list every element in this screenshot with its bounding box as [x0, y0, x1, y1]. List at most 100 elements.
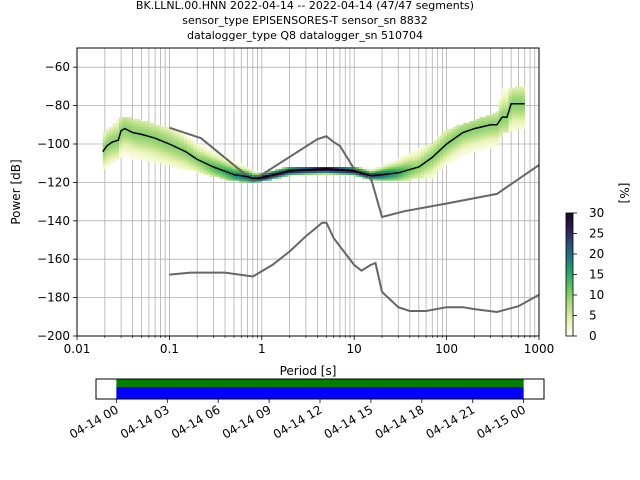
density-cell	[122, 130, 126, 133]
density-cell	[453, 147, 457, 150]
density-cell	[300, 167, 305, 170]
density-cell	[151, 147, 155, 150]
density-cell	[511, 113, 516, 116]
density-cell	[235, 178, 240, 181]
density-cell	[125, 119, 130, 122]
density-cell	[222, 174, 227, 177]
density-cell	[128, 122, 133, 125]
density-cell	[479, 144, 483, 147]
density-cell	[135, 147, 139, 150]
density-cell	[180, 167, 185, 170]
density-cell	[505, 105, 509, 108]
density-cell	[401, 155, 405, 158]
density-cell	[463, 147, 467, 150]
density-cell	[106, 153, 110, 156]
density-cell	[193, 142, 198, 145]
density-cell	[141, 145, 146, 149]
density-cell	[476, 144, 480, 147]
density-cell	[109, 161, 113, 164]
density-cell	[368, 170, 373, 173]
density-cell	[518, 122, 522, 125]
density-cell	[148, 149, 152, 152]
density-cell	[391, 165, 396, 168]
density-cell	[417, 168, 422, 172]
density-cell	[511, 115, 516, 118]
density-cell	[154, 140, 159, 143]
density-cell	[115, 128, 120, 131]
density-cell	[430, 145, 435, 149]
density-cell	[414, 170, 418, 173]
density-cell	[138, 126, 143, 129]
density-cell	[411, 172, 415, 175]
density-cell	[106, 128, 110, 131]
density-cell	[388, 170, 392, 173]
density-cell	[521, 97, 525, 101]
density-cell	[164, 157, 168, 160]
density-cell	[193, 168, 198, 172]
density-cell	[430, 170, 435, 173]
density-cell	[485, 122, 490, 125]
density-cell	[514, 126, 519, 129]
density-cell	[271, 172, 276, 175]
density-cell	[375, 176, 379, 179]
density-cell	[501, 97, 506, 101]
density-cell	[446, 149, 451, 152]
density-cell	[488, 122, 493, 125]
density-cell	[164, 153, 168, 156]
density-cell	[472, 124, 477, 127]
density-cell	[164, 134, 168, 137]
density-cell	[122, 124, 126, 127]
density-cell	[268, 178, 272, 181]
density-cell	[252, 180, 256, 183]
density-cell	[485, 138, 490, 141]
density-cell	[106, 134, 110, 137]
density-cell	[187, 149, 191, 152]
density-cell	[368, 168, 373, 172]
density-cell	[232, 178, 237, 181]
coverage-tick-label: 04-14 09	[220, 402, 274, 441]
density-cell	[167, 140, 172, 143]
density-cell	[245, 172, 250, 175]
density-cell	[401, 174, 405, 177]
density-cell	[450, 136, 454, 139]
density-cell	[411, 163, 415, 166]
density-cell	[433, 155, 438, 158]
density-cell	[151, 142, 155, 145]
density-cell	[281, 174, 285, 177]
density-cell	[492, 136, 496, 139]
density-cell	[248, 174, 253, 177]
density-cell	[109, 136, 113, 139]
density-cell	[339, 167, 344, 170]
density-cell	[167, 161, 172, 164]
density-cell	[278, 168, 282, 172]
density-cell	[183, 163, 188, 166]
density-cell	[521, 92, 525, 95]
density-cell	[417, 176, 422, 179]
density-cell	[514, 94, 519, 97]
density-cell	[151, 161, 155, 164]
density-cell	[492, 124, 496, 127]
density-cell	[151, 140, 155, 143]
density-cell	[174, 147, 178, 150]
density-cell	[355, 172, 360, 175]
density-cell	[196, 163, 201, 166]
density-cell	[407, 153, 412, 156]
density-cell	[258, 178, 263, 181]
density-cell	[183, 147, 188, 150]
density-cell	[209, 167, 214, 170]
density-cell	[411, 170, 415, 173]
density-cell	[501, 130, 506, 133]
density-cell	[463, 142, 467, 145]
density-cell	[375, 178, 379, 181]
density-cell	[446, 147, 451, 150]
density-cell	[479, 142, 483, 145]
density-cell	[190, 163, 194, 166]
density-cell	[469, 149, 474, 152]
density-cell	[501, 128, 506, 131]
density-cell	[157, 147, 162, 150]
density-cell	[122, 153, 126, 156]
density-cell	[128, 149, 133, 152]
density-cell	[170, 149, 175, 152]
density-cell	[446, 134, 451, 137]
